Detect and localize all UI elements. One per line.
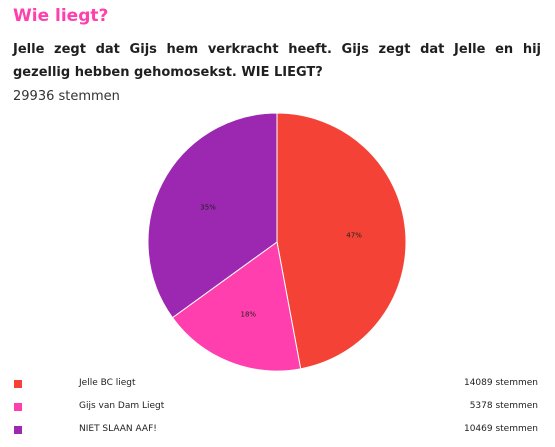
legend-count: 5378 stemmen bbox=[469, 401, 538, 411]
slice-percent-label: 18% bbox=[241, 310, 257, 318]
legend-count: 10469 stemmen bbox=[463, 424, 538, 434]
pie-slice[interactable] bbox=[147, 112, 278, 319]
legend-swatch bbox=[14, 426, 22, 434]
poll-question: Jelle zegt dat Gijs hem verkracht heeft.… bbox=[13, 42, 541, 80]
legend-row[interactable]: NIET SLAAN AAF! 10469 stemmen bbox=[0, 422, 555, 445]
legend-label: NIET SLAAN AAF! bbox=[79, 424, 157, 434]
legend-row[interactable]: Jelle BC liegt 14089 stemmen bbox=[0, 376, 555, 399]
slice-percent-label: 47% bbox=[346, 231, 362, 239]
legend-swatch bbox=[14, 380, 22, 388]
pie-slice[interactable] bbox=[171, 241, 302, 372]
pie-chart: 47% 18% 35% bbox=[147, 112, 407, 372]
legend-count: 14089 stemmen bbox=[463, 378, 538, 388]
legend-row[interactable]: Gijs van Dam Liegt 5378 stemmen bbox=[0, 399, 555, 422]
legend-swatch bbox=[14, 403, 22, 411]
total-votes: 29936 stemmen bbox=[13, 89, 120, 104]
poll-title: Wie liegt? bbox=[13, 6, 109, 26]
legend-label: Jelle BC liegt bbox=[79, 378, 136, 388]
legend: Jelle BC liegt 14089 stemmen Gijs van Da… bbox=[0, 376, 555, 445]
pie-slice[interactable] bbox=[276, 112, 407, 370]
legend-label: Gijs van Dam Liegt bbox=[79, 401, 165, 411]
slice-percent-label: 35% bbox=[200, 203, 216, 211]
